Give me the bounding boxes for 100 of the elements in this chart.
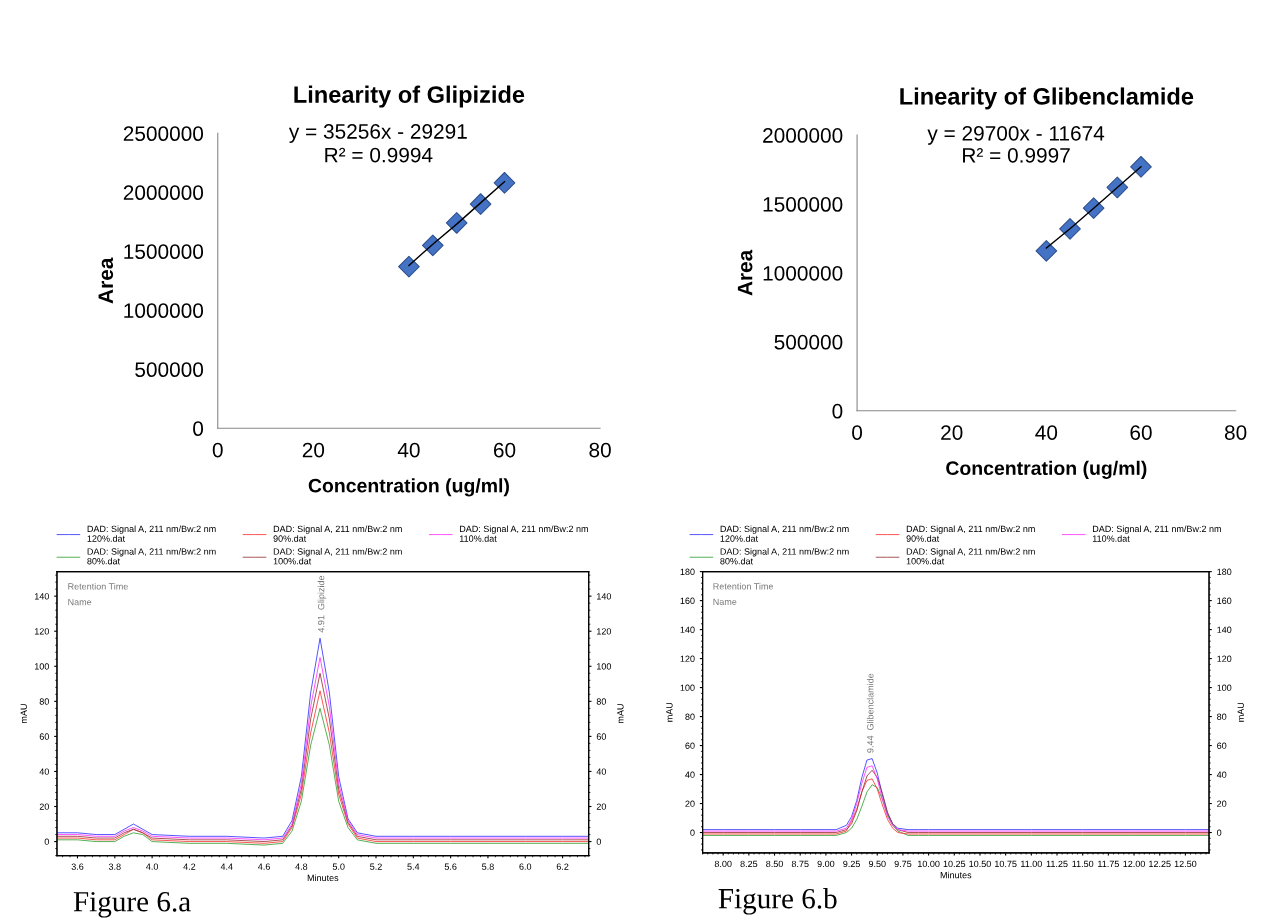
y-tick-label: 40 — [39, 768, 49, 775]
caption: Figure 6.b — [718, 887, 837, 915]
point — [421, 234, 444, 257]
y-tick-label: 2000000 — [123, 185, 204, 201]
x-tick-label: 10.75 — [995, 860, 1017, 868]
point — [1106, 176, 1129, 199]
legend-label: DAD: Signal A, 211 nm/Bw:2 nm 110%.dat — [1092, 525, 1221, 542]
y-tick-label: 0 — [832, 403, 843, 419]
x-axis-title: Concentration (ug/ml) — [946, 460, 1147, 479]
y2-tick-label: 60 — [596, 733, 607, 740]
x-tick-label: 20 — [302, 442, 325, 458]
y2-tick-label: 140 — [1217, 626, 1232, 633]
y-tick-label: 140 — [34, 593, 49, 600]
y2-axis-title: mAU — [1237, 702, 1244, 722]
x-tick-label: 5.2 — [370, 863, 382, 870]
x-tick-label: 11.50 — [1072, 860, 1094, 868]
y-tick-label: 180 — [680, 568, 695, 575]
x-tick-label: 9.25 — [843, 860, 860, 868]
x-tick-label: 3.6 — [71, 863, 84, 870]
annotation: R² = 0.9994 — [325, 147, 433, 163]
y-tick-label: 1000000 — [124, 303, 204, 319]
chart-title: Linearity of Glipizide — [294, 85, 525, 108]
point — [1082, 197, 1105, 220]
y-axis-title: mAU — [666, 702, 673, 722]
y-tick-label: 60 — [685, 742, 695, 749]
x-tick-label: 8.50 — [766, 860, 783, 868]
x-tick-label: 5.8 — [482, 863, 494, 870]
y-tick-label: 500000 — [135, 362, 204, 378]
y2-tick-label: 80 — [596, 698, 607, 705]
legend-label: DAD: Signal A, 211 nm/Bw:2 nm 120%.dat — [87, 525, 216, 542]
point — [1059, 217, 1081, 240]
legend-label: DAD: Signal A, 211 nm/Bw:2 nm 100%.dat — [906, 548, 1035, 565]
x-tick-label: 80 — [1224, 425, 1247, 440]
x-tick-label: 6.0 — [519, 863, 532, 870]
x-tick-label: 11.75 — [1098, 860, 1119, 868]
y-tick-label: 500000 — [774, 334, 843, 350]
y2-tick-label: 100 — [597, 663, 612, 670]
chart-title: Linearity of Glibenclamide — [900, 87, 1194, 110]
y-tick-label: 1500000 — [763, 197, 843, 212]
legend-label: DAD: Signal A, 211 nm/Bw:2 nm 80%.dat — [720, 548, 849, 565]
y-tick-label: 80 — [685, 713, 695, 720]
y-axis-title: Area — [737, 249, 753, 296]
x-tick-label: 4.6 — [257, 863, 270, 870]
y-tick-label: 0 — [44, 838, 49, 845]
x-tick-label: 5.4 — [407, 863, 420, 870]
annotation: 4.91 Glipizide — [317, 575, 327, 633]
x-tick-label: 20 — [941, 425, 963, 440]
y-tick-label: 80 — [39, 698, 49, 705]
annotation: y = 35256x - 29291 — [288, 124, 467, 143]
y-tick-label: 100 — [34, 663, 49, 670]
y-tick-label: 2500000 — [123, 126, 204, 142]
y2-axis-title: mAU — [617, 704, 624, 724]
x-tick-label: 6.2 — [556, 863, 569, 870]
y2-tick-label: 20 — [1217, 800, 1227, 807]
y-tick-label: 60 — [39, 733, 49, 740]
x-tick-label: 10.00 — [918, 860, 940, 868]
x-tick-label: 12.00 — [1123, 860, 1145, 868]
x-tick-label: 8.00 — [714, 860, 732, 868]
annotation: Retention Time — [713, 582, 774, 590]
y-tick-label: 120 — [34, 628, 49, 635]
y2-tick-label: 180 — [1217, 568, 1232, 575]
x-tick-label: 80 — [589, 442, 611, 458]
legend-label: DAD: Signal A, 211 nm/Bw:2 nm 110%.dat — [459, 525, 588, 542]
point — [1035, 240, 1058, 262]
point — [493, 171, 516, 194]
x-tick-label: 4.2 — [183, 863, 196, 870]
y-tick-label: 0 — [690, 829, 695, 836]
x-tick-label: 9.00 — [817, 860, 835, 868]
y-tick-label: 2000000 — [763, 128, 843, 143]
x-tick-label: 0 — [212, 442, 223, 458]
legend-label: DAD: Signal A, 211 nm/Bw:2 nm 90%.dat — [273, 525, 402, 542]
x-tick-label: 8.75 — [791, 860, 809, 868]
x-tick-label: 8.25 — [740, 860, 758, 868]
caption: Figure 6.a — [73, 891, 191, 918]
y2-tick-label: 40 — [1216, 771, 1227, 778]
x-tick-label: 5.0 — [332, 863, 345, 870]
annotation: Retention Time — [68, 582, 128, 590]
point — [398, 255, 420, 278]
y-tick-label: 40 — [685, 771, 695, 778]
y2-tick-label: 0 — [1217, 829, 1222, 836]
y2-tick-label: 80 — [1217, 713, 1227, 720]
legend-label: DAD: Signal A, 211 nm/Bw:2 nm 120%.dat — [720, 525, 849, 542]
x-tick-label: 10.25 — [943, 860, 966, 868]
x-tick-label: 60 — [493, 442, 516, 458]
y-tick-label: 120 — [680, 655, 695, 662]
annotation: y = 29700x - 11674 — [927, 125, 1105, 145]
x-tick-label: 12.25 — [1149, 860, 1171, 868]
x-tick-label: 40 — [1035, 425, 1058, 440]
y2-tick-label: 100 — [1217, 684, 1232, 691]
x-tick-label: 4.0 — [146, 863, 159, 870]
x-tick-label: 12.50 — [1174, 860, 1197, 868]
annotation: Name — [68, 598, 92, 606]
point — [1130, 155, 1152, 178]
x-tick-label: 4.8 — [295, 863, 308, 870]
annotation: R² = 0.9997 — [963, 147, 1070, 163]
x-tick-label: 4.4 — [220, 863, 233, 870]
annotation: Name — [713, 598, 737, 605]
y-tick-label: 160 — [680, 597, 695, 604]
y-tick-label: 100 — [680, 684, 695, 691]
y2-tick-label: 140 — [597, 593, 612, 600]
